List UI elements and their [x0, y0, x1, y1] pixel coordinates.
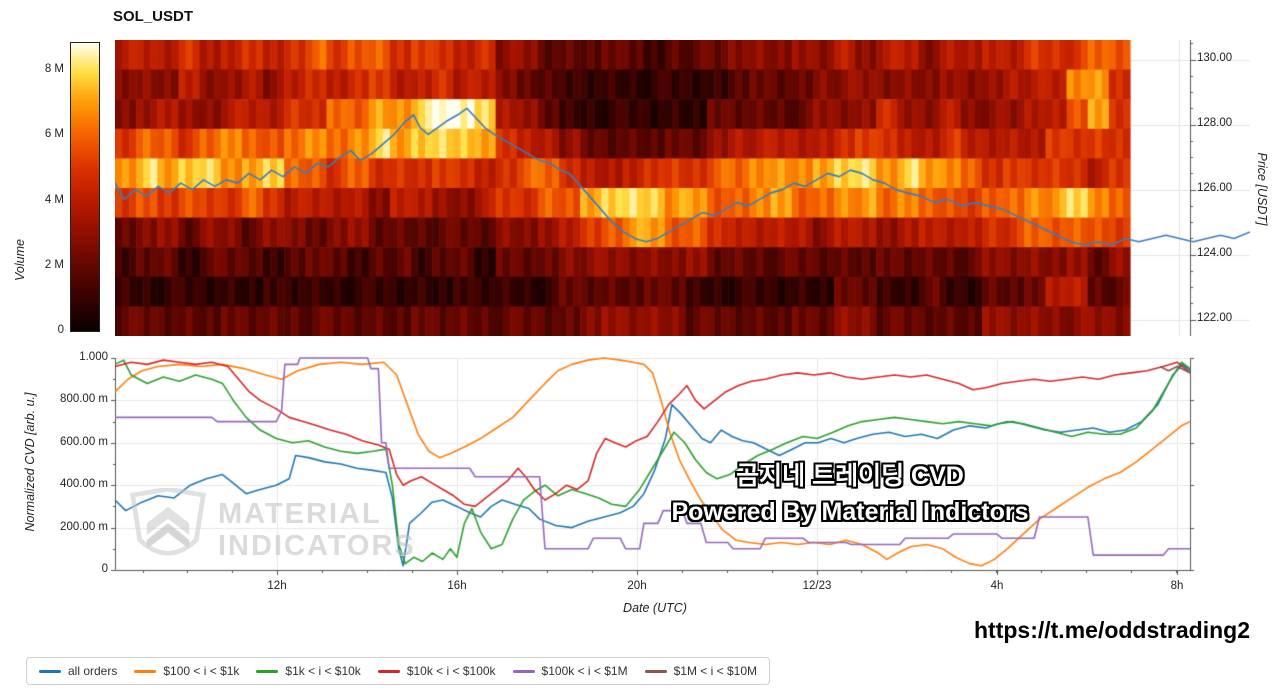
legend-swatch-purple [512, 669, 535, 673]
volume-axis-label: Volume [13, 239, 27, 281]
colorbar-tick: 0 [57, 324, 64, 336]
price-axis-label: Price [USDT] [1255, 152, 1269, 226]
legend-swatch-brown [644, 669, 667, 673]
colorbar-tick: 6 M [44, 128, 64, 140]
volume-colorbar [70, 42, 100, 332]
cvd-lines-canvas [109, 352, 1195, 580]
colorbar-tick: 4 M [44, 194, 64, 206]
legend-label: $1M < i < $10M [673, 664, 757, 678]
cvd-ytick: 800.00 m [60, 393, 108, 405]
price-tick: 130.00 [1197, 52, 1233, 64]
chart-legend: all orders $100 < i < $1k $1k < i < $10k… [26, 657, 770, 685]
cvd-ytick: 400.00 m [60, 478, 108, 490]
legend-label: all orders [68, 664, 118, 678]
legend-item-1M-10M: $1M < i < $10M [644, 664, 757, 678]
date-tick: 12h [267, 580, 287, 592]
legend-label: $100k < i < $1M [541, 664, 628, 678]
legend-item-100k-1M: $100k < i < $1M [512, 664, 628, 678]
volume-heatmap-canvas [115, 40, 1250, 336]
colorbar-tick: 8 M [44, 63, 64, 75]
cvd-ytick: 1.000 [79, 351, 108, 363]
price-tick: 126.00 [1197, 182, 1233, 194]
legend-label: $1k < i < $10k [285, 664, 361, 678]
cvd-ytick: 600.00 m [60, 436, 108, 448]
date-tick: 20h [627, 580, 647, 592]
price-tick: 122.00 [1197, 312, 1233, 324]
legend-item-100-1k: $100 < i < $1k [134, 664, 239, 678]
page-title: SOL_USDT [113, 8, 194, 25]
date-tick: 12/23 [802, 580, 832, 592]
legend-item-1k-10k: $1k < i < $10k [256, 664, 361, 678]
legend-label: $100 < i < $1k [163, 664, 240, 678]
overlay-caption-line1: 곰지네 트레이딩 CVD [736, 462, 964, 490]
date-tick: 8h [1170, 580, 1184, 592]
legend-swatch-red [377, 669, 400, 673]
colorbar-tick: 2 M [44, 259, 64, 271]
legend-swatch-orange [134, 669, 157, 673]
overlay-caption-line2: Powered By Material Indictors [671, 498, 1029, 526]
legend-swatch-blue [39, 669, 61, 673]
cvd-ytick: 0 [101, 563, 108, 575]
date-tick: 16h [447, 580, 467, 592]
telegram-link[interactable]: https://t.me/oddstrading2 [974, 617, 1250, 643]
overlay-caption: 곰지네 트레이딩 CVD Powered By Material Indicto… [600, 458, 1100, 530]
date-axis-label: Date (UTC) [623, 601, 687, 615]
legend-label: $10k < i < $100k [406, 664, 496, 678]
legend-item-all-orders: all orders [39, 664, 117, 678]
cvd-ytick: 200.00 m [60, 521, 108, 533]
cvd-axis-label: Normalized CVD [arb. u.] [23, 392, 37, 532]
legend-swatch-green [256, 669, 279, 673]
legend-item-10k-100k: $10k < i < $100k [377, 664, 496, 678]
date-tick: 4h [990, 580, 1004, 592]
price-tick: 124.00 [1197, 247, 1233, 259]
price-tick: 128.00 [1197, 117, 1233, 129]
